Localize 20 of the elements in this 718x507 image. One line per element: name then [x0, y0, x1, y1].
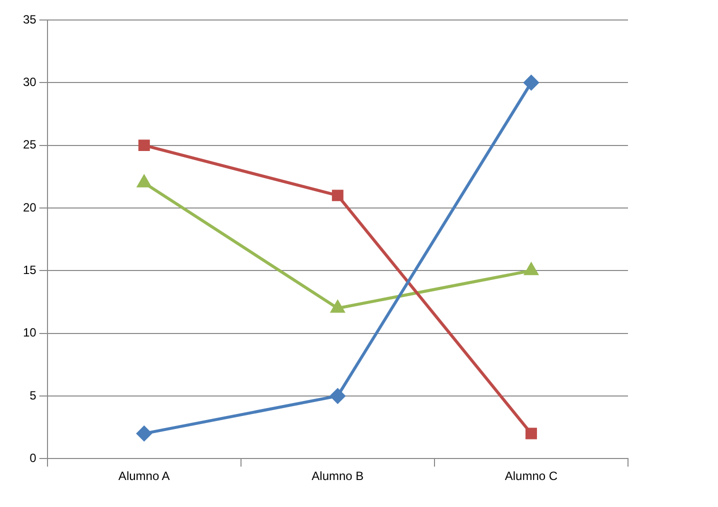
- point: [136, 426, 152, 442]
- x-tick-label: Alumno A: [118, 469, 170, 484]
- point: [332, 190, 344, 202]
- point: [137, 175, 151, 188]
- point: [524, 75, 539, 90]
- point: [330, 388, 346, 404]
- x-tick-label: Alumno C: [504, 469, 558, 484]
- y-tick-label: 5: [30, 388, 37, 402]
- y-tick-label: 30: [22, 74, 37, 89]
- y-tick-label: 10: [22, 326, 37, 340]
- y-tick-label: 0: [30, 450, 37, 465]
- y-tick-label: 15: [22, 262, 37, 277]
- point: [524, 263, 538, 276]
- point: [330, 300, 344, 313]
- point: [525, 428, 537, 440]
- y-tick-label: 25: [22, 138, 37, 152]
- x-tick-label: Alumno B: [312, 469, 364, 484]
- y-tick-label: 20: [22, 200, 37, 214]
- y-tick-label: 35: [22, 12, 37, 26]
- point: [138, 140, 150, 152]
